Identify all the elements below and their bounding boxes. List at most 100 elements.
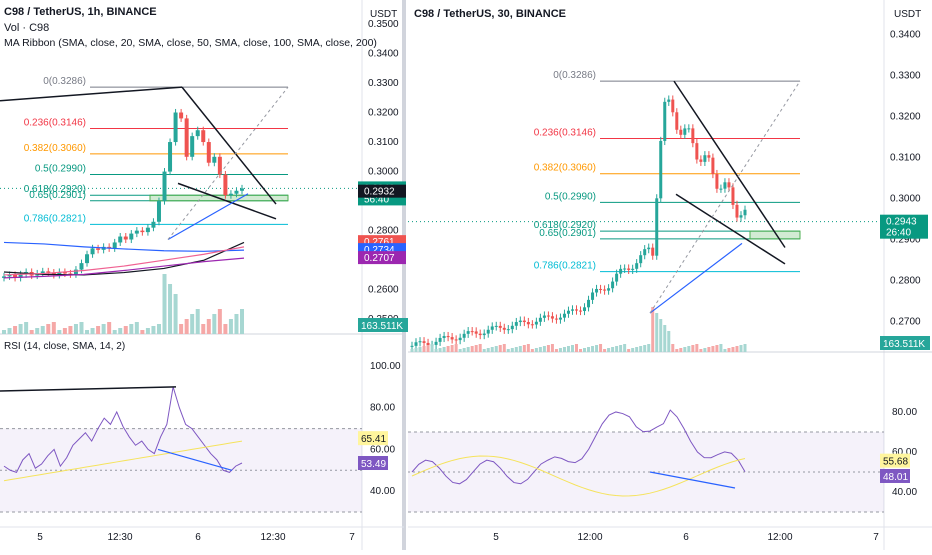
right-y-tick: 0.2800: [890, 275, 921, 286]
rsi-ma-line: [3, 440, 243, 482]
candle-body: [679, 129, 683, 135]
right-y-tick: 0.2900: [890, 234, 921, 245]
right-title[interactable]: C98 / TetherUS, 30, BINANCE: [414, 8, 567, 20]
volume-bar: [627, 349, 631, 352]
candle-body: [595, 288, 599, 293]
left-rsi-tag: [358, 431, 388, 446]
volume-bar: [68, 326, 73, 334]
candle-body: [627, 268, 631, 270]
volume-bar: [727, 348, 731, 352]
volume-bar: [490, 347, 494, 352]
volume-bar: [24, 322, 29, 334]
volume-bar: [599, 344, 603, 352]
right-fib-label: 0.786(0.2821): [534, 261, 596, 272]
candle-body: [206, 142, 211, 163]
right-y-tick: 0.3200: [890, 111, 921, 122]
volume-bar: [631, 348, 635, 352]
volume-bar: [735, 346, 739, 352]
candle-body: [683, 128, 687, 135]
candle-body: [599, 288, 603, 290]
left-vol-label[interactable]: Vol · C98: [4, 22, 50, 34]
ma50-line: [3, 241, 245, 252]
wedge-top-line: [181, 86, 277, 205]
volume-bar: [522, 345, 526, 352]
volume-bar: [129, 324, 134, 334]
candle-body: [442, 336, 446, 338]
candle-body: [85, 254, 90, 264]
volume-bar: [112, 330, 117, 334]
candle-body: [123, 236, 128, 240]
volume-bar: [739, 345, 743, 352]
candle-body: [195, 130, 200, 137]
left-fib-label: 0.5(0.2990): [35, 164, 86, 175]
volume-bar: [418, 347, 422, 352]
candle-body: [418, 341, 422, 343]
volume-bar: [206, 319, 211, 334]
candle-body: [466, 331, 470, 334]
volume-bar: [426, 345, 430, 352]
left-title[interactable]: C98 / TetherUS, 1h, BINANCE: [4, 6, 157, 18]
volume-bar: [639, 346, 643, 352]
left-rsi-tag-text: 53.49: [361, 459, 386, 470]
candle-body: [96, 248, 101, 250]
left-rsi-tick: 100.00: [370, 361, 401, 372]
left-fib-label: 0.786(0.2821): [24, 213, 86, 224]
volume-bar: [587, 347, 591, 352]
right-x-tick: 7: [873, 532, 879, 543]
left-rsi-label[interactable]: RSI (14, close, SMA, 14, 2): [4, 341, 126, 352]
left-ma-label[interactable]: MA Ribbon (SMA, close, 20, SMA, close, 5…: [4, 37, 377, 49]
candle-body: [623, 268, 627, 270]
volume-bar: [671, 344, 675, 352]
rsi-resistance-line: [0, 386, 177, 392]
candle-body: [538, 317, 542, 322]
right-rsi-tick: 60.00: [892, 447, 917, 458]
left-y-tick: 0.3500: [368, 19, 399, 30]
candle-body: [40, 271, 45, 274]
volume-bar: [57, 330, 62, 334]
candle-body: [579, 310, 583, 312]
left-fib-label: 0.236(0.3146): [24, 117, 86, 128]
candle-body: [735, 204, 739, 218]
candle-body: [212, 156, 217, 163]
candle-body: [190, 136, 195, 157]
rsi-line: [411, 409, 746, 485]
right-price-tag-countdown: 26:40: [886, 228, 911, 239]
volume-bar: [591, 346, 595, 352]
right-fib-label: 0.236(0.3146): [534, 127, 596, 138]
fib-diagonal: [167, 86, 289, 240]
candle-body: [587, 299, 591, 308]
candle-body: [498, 325, 502, 328]
left-rsi-tag-text: 65.41: [361, 434, 386, 445]
candle-body: [134, 230, 139, 234]
left-price-tag-text: 0.2932: [364, 187, 395, 198]
volume-bar: [691, 345, 695, 352]
volume-bar: [615, 346, 619, 352]
candle-body: [522, 320, 526, 323]
candle-body: [562, 313, 566, 318]
left-rsi-tick: 60.00: [370, 444, 395, 455]
candle-body: [168, 142, 173, 172]
candle-body: [129, 233, 134, 240]
right-volume-tag-text: 163.511K: [883, 339, 925, 350]
volume-bar: [228, 319, 233, 334]
right-rsi-tick: 80.00: [892, 407, 917, 418]
volume-bar: [173, 294, 178, 334]
candle-body: [671, 99, 675, 113]
volume-bar: [123, 326, 128, 334]
candle-body: [691, 128, 695, 144]
right-y-tick: 0.2700: [890, 316, 921, 327]
candle-body: [566, 310, 570, 314]
volume-bar: [217, 309, 222, 334]
candle-body: [635, 263, 639, 269]
left-volume-tag: [358, 318, 408, 332]
right-x-tick: 6: [683, 532, 689, 543]
candle-body: [450, 337, 454, 340]
volume-bar: [156, 324, 161, 334]
candle-body: [631, 268, 635, 270]
volume-bar: [595, 345, 599, 352]
volume-bar: [73, 324, 78, 334]
volume-bar: [703, 348, 707, 352]
volume-bar: [699, 349, 703, 352]
left-price-tag-countdown: 56:40: [364, 194, 389, 205]
